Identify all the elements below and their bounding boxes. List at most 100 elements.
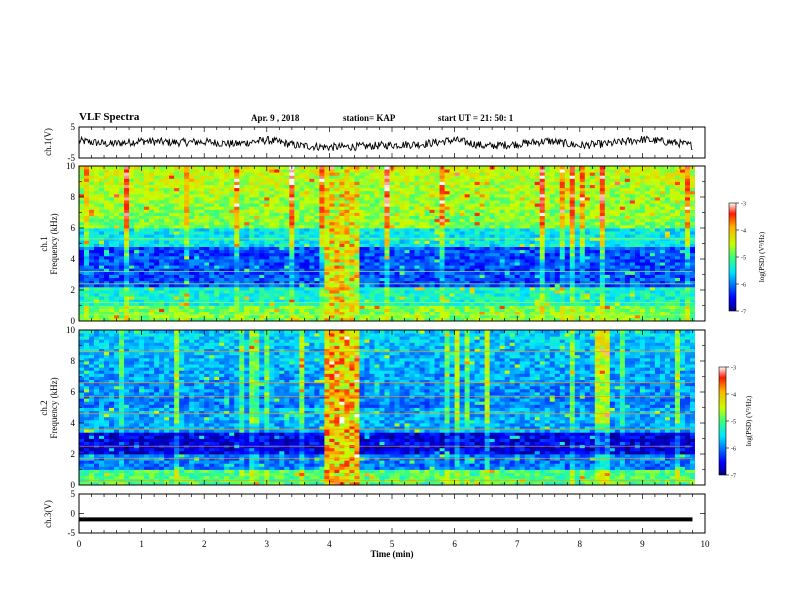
spectrogram-cell	[294, 234, 300, 238]
spectrogram-cell	[79, 252, 85, 257]
spectrogram-cell	[84, 302, 90, 306]
spectrogram-cell	[494, 221, 501, 226]
spectrogram-cell	[124, 268, 130, 272]
spectrogram-cell	[164, 290, 170, 294]
spectrogram-cell	[519, 181, 526, 185]
spectrogram-cell	[534, 224, 541, 229]
spectrogram-cell	[119, 231, 125, 235]
spectrogram-cell	[419, 166, 425, 170]
spectrogram-cell	[514, 290, 521, 294]
spectrogram-cell	[399, 234, 405, 238]
spectrogram-cell	[119, 249, 125, 254]
spectrogram-cell	[144, 311, 150, 316]
spectrogram-cell	[419, 296, 425, 300]
spectrogram-cell	[219, 296, 225, 300]
spectrogram-cell	[229, 231, 235, 235]
spectrogram-cell	[544, 265, 551, 269]
spectrogram-cell	[149, 218, 155, 223]
spectrogram-cell	[194, 231, 200, 235]
spectrogram-cell	[404, 308, 410, 313]
spectrogram-cell	[254, 234, 260, 238]
spectrogram-cell	[254, 172, 260, 176]
spectrogram-cell	[124, 234, 130, 238]
spectrogram-cell	[519, 293, 526, 297]
spectrogram-cell	[254, 277, 260, 282]
spectrogram-cell	[519, 252, 526, 257]
spectrogram-cell	[524, 190, 531, 195]
spectrogram-cell	[444, 231, 450, 235]
spectrogram-cell	[524, 314, 531, 319]
spectrogram-cell	[459, 181, 466, 185]
spectrogram-cell	[169, 193, 175, 198]
spectrogram-cell	[499, 231, 506, 235]
spectrogram-cell	[509, 259, 516, 263]
spectrogram-cell	[544, 255, 551, 260]
spectrogram-cell	[569, 308, 576, 313]
spectrogram-cell	[424, 305, 430, 309]
spectrogram-cell	[254, 271, 260, 275]
spectrogram-cell	[334, 234, 340, 238]
spectrogram-cell	[279, 268, 285, 272]
spectrogram-cell	[459, 308, 466, 313]
spectrogram-cell	[134, 224, 140, 229]
spectrogram-cell	[249, 290, 255, 294]
spectrogram-cell	[264, 203, 270, 207]
spectrogram-cell	[229, 252, 235, 257]
spectrogram-cell	[274, 308, 280, 313]
spectrogram-cell	[314, 212, 320, 216]
spectrogram-cell	[519, 166, 526, 170]
spectrogram-cell	[119, 178, 125, 182]
spectrogram-cell	[284, 231, 290, 235]
spectrogram-cell	[164, 252, 170, 257]
spectrogram-cell	[279, 178, 285, 182]
spectrogram-cell	[434, 197, 440, 201]
spectrogram-cell	[329, 271, 335, 275]
spectrogram-cell	[334, 181, 340, 185]
spectrogram-cell	[354, 246, 360, 251]
spectrogram-cell	[509, 169, 516, 173]
spectrogram-cell	[219, 178, 225, 182]
spectrogram-cell	[559, 172, 566, 176]
spectrogram-cell	[564, 271, 571, 275]
spectrogram-cell	[459, 317, 466, 322]
spectrogram-cell	[79, 166, 85, 170]
spectrogram-cell	[194, 252, 200, 257]
spectrogram-cell	[544, 184, 551, 189]
spectrogram-cell	[399, 169, 405, 173]
spectrogram-cell	[219, 299, 225, 303]
spectrogram-cell	[159, 206, 165, 210]
spectrogram-cell	[214, 296, 220, 300]
spectrogram-cell	[179, 277, 185, 282]
spectrogram-cell	[454, 268, 461, 272]
spectrogram-cell	[274, 262, 280, 266]
spectrogram-cell	[504, 206, 511, 210]
spectrogram-cell	[574, 296, 581, 300]
spectrogram-cell	[239, 311, 245, 316]
spectrogram-cell	[354, 240, 360, 244]
spectrogram-cell	[339, 302, 345, 306]
spectrogram-cell	[154, 314, 160, 319]
spectrogram-cell	[439, 224, 445, 229]
spectrogram-cell	[404, 283, 410, 288]
spectrogram-cell	[514, 175, 521, 179]
spectrogram-cell	[534, 203, 541, 207]
spectrogram-cell	[279, 234, 285, 238]
spectrogram-cell	[179, 308, 185, 313]
spectrogram-cell	[199, 305, 205, 309]
spectrogram-cell	[429, 181, 435, 185]
spectrogram-cell	[289, 305, 295, 309]
spectrogram-cell	[544, 283, 551, 288]
spectrogram-cell	[84, 190, 90, 195]
spectrogram-cell	[344, 243, 350, 247]
spectrogram-cell	[304, 280, 310, 285]
spectrogram-cell	[539, 308, 546, 313]
spectrogram-cell	[149, 299, 155, 303]
spectrogram-cell	[409, 231, 415, 235]
spectrogram-cell	[379, 255, 385, 260]
spectrogram-cell	[314, 206, 320, 210]
spectrogram-cell	[409, 234, 415, 238]
spectrogram-cell	[94, 231, 100, 235]
spectrogram-cell	[89, 277, 95, 282]
spectrogram-cell	[559, 234, 566, 238]
spectrogram-cell	[409, 249, 415, 254]
